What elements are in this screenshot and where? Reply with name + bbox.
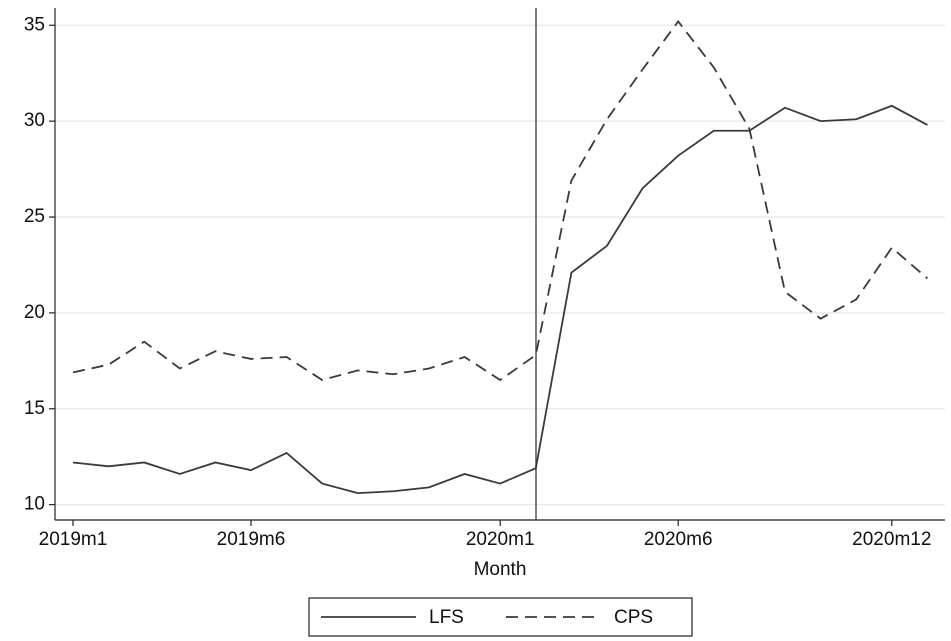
legend-label: LFS: [429, 607, 464, 628]
y-tick-label: 15: [24, 398, 45, 419]
y-tick-label: 30: [24, 110, 45, 131]
x-axis-label: Month: [474, 559, 527, 580]
x-tick-label: 2019m6: [217, 529, 286, 550]
y-tick-label: 20: [24, 302, 45, 323]
x-tick-label: 2020m1: [466, 529, 535, 550]
x-tick-label: 2020m12: [852, 529, 931, 550]
y-tick-label: 10: [24, 494, 45, 515]
y-tick-label: 25: [24, 206, 45, 227]
line-series: [72, 19, 928, 382]
x-tick-label: 2019m1: [39, 529, 108, 550]
y-tick-label: 35: [24, 14, 45, 35]
x-tick-label: 2020m6: [644, 529, 713, 550]
legend-label: CPS: [614, 607, 653, 628]
line-series: [72, 104, 928, 495]
